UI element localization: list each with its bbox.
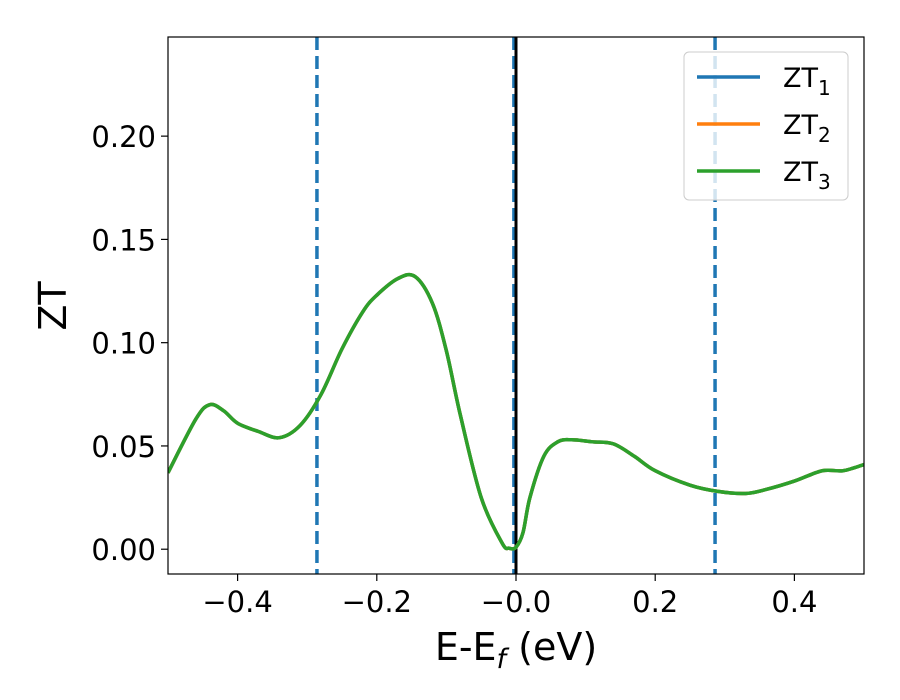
y-tick-label-4: 0.20: [91, 120, 156, 154]
x-axis-ticks: −0.4 −0.2 −0.0 0.2 0.4: [202, 574, 817, 619]
y-axis-title: ZT: [31, 281, 75, 331]
x-tick-label-2: −0.0: [481, 585, 551, 619]
x-tick-label-4: 0.4: [771, 585, 817, 619]
legend: ZT1 ZT2 ZT3: [683, 51, 849, 201]
y-tick-label-0: 0.00: [91, 533, 156, 567]
x-axis-title-suffix: (eV): [506, 625, 597, 669]
x-axis-title-main: E-E: [435, 625, 497, 669]
legend-box: [683, 51, 849, 201]
legend-label-2: ZT2: [783, 110, 831, 147]
y-tick-label-1: 0.05: [91, 430, 156, 464]
y-axis-ticks: 0.00 0.05 0.10 0.15 0.20: [91, 120, 168, 567]
y-tick-label-2: 0.10: [91, 327, 156, 361]
vertical-reference-lines: [315, 37, 717, 574]
x-tick-label-0: −0.4: [202, 585, 272, 619]
x-tick-label-1: −0.2: [342, 585, 412, 619]
x-tick-label-3: 0.2: [632, 585, 678, 619]
legend-label-3: ZT3: [783, 157, 831, 194]
x-axis-title: E-Ef (eV): [435, 625, 597, 675]
legend-label-1: ZT1: [783, 63, 831, 100]
series-lines: [168, 272, 864, 551]
series-line-3: [168, 272, 864, 551]
y-tick-label-3: 0.15: [91, 223, 156, 257]
plot-area: [168, 37, 864, 574]
